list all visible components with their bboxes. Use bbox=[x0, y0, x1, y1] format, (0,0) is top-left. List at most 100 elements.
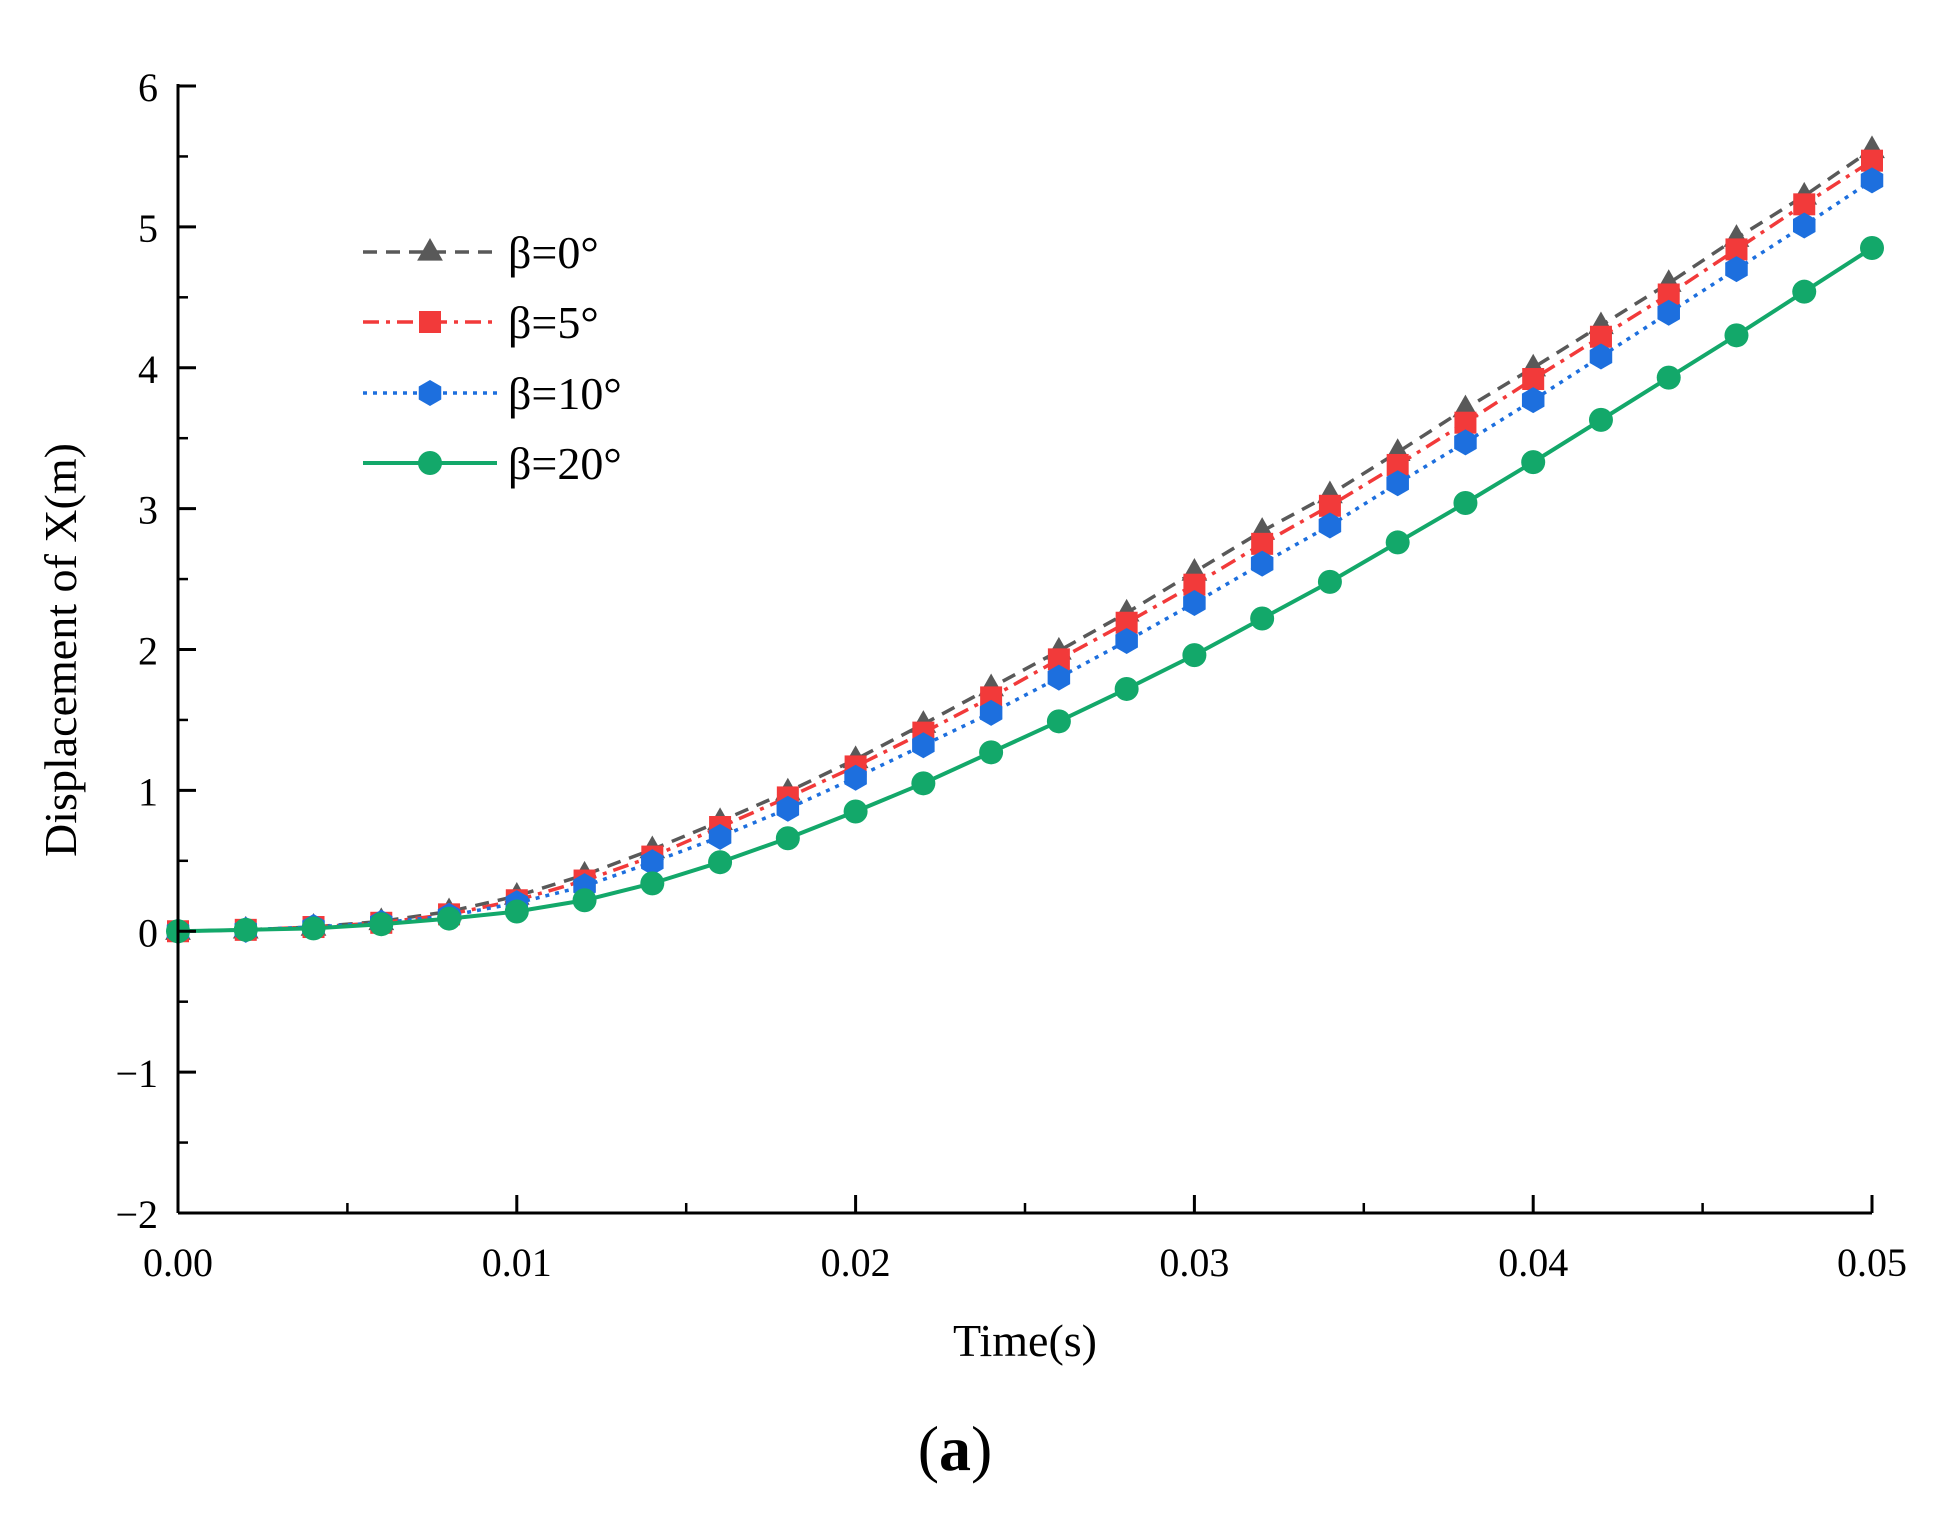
data-point bbox=[1589, 325, 1612, 348]
data-point bbox=[1046, 709, 1071, 734]
data-point bbox=[1250, 550, 1274, 577]
data-point bbox=[1182, 643, 1207, 668]
x-tick-label: 0.00 bbox=[143, 1240, 213, 1285]
series-layer bbox=[165, 135, 1885, 945]
x-tick-label: 0.04 bbox=[1498, 1240, 1568, 1285]
legend-marker bbox=[419, 311, 441, 333]
data-point bbox=[1183, 590, 1206, 617]
panel-label-letter: a bbox=[939, 1413, 971, 1484]
y-tick-label: −1 bbox=[115, 1051, 158, 1096]
series-line bbox=[177, 178, 1873, 933]
data-point bbox=[1386, 470, 1409, 497]
data-point bbox=[572, 888, 597, 913]
data-point bbox=[1251, 532, 1274, 555]
data-point bbox=[1793, 193, 1816, 216]
x-tick-label: 0.05 bbox=[1837, 1240, 1907, 1285]
legend-label: β=5° bbox=[508, 297, 599, 348]
legend-item-4: β=20° bbox=[363, 438, 622, 489]
data-point bbox=[1522, 368, 1545, 391]
legend-marker bbox=[417, 238, 443, 261]
series-3 bbox=[166, 167, 1884, 945]
data-point bbox=[1250, 606, 1275, 631]
data-point bbox=[1588, 407, 1613, 432]
data-point bbox=[1115, 611, 1138, 634]
data-point bbox=[1521, 450, 1546, 475]
data-point bbox=[1115, 628, 1138, 655]
data-point bbox=[437, 906, 462, 931]
data-point bbox=[1386, 453, 1409, 476]
data-point bbox=[1725, 256, 1748, 283]
data-point bbox=[843, 799, 868, 824]
data-point bbox=[1318, 512, 1342, 539]
x-tick-label: 0.01 bbox=[482, 1240, 552, 1285]
data-point bbox=[1724, 323, 1749, 348]
legend-item-3: β=10° bbox=[363, 368, 622, 419]
data-point bbox=[844, 764, 867, 791]
data-point bbox=[1318, 494, 1341, 517]
data-point bbox=[1452, 394, 1479, 418]
x-tick-label: 0.03 bbox=[1159, 1240, 1229, 1285]
legend-label: β=0° bbox=[508, 227, 599, 278]
data-point bbox=[1657, 299, 1680, 326]
data-point bbox=[1183, 573, 1206, 596]
data-point bbox=[1317, 569, 1342, 594]
data-point bbox=[641, 849, 664, 876]
legend-label: β=10° bbox=[508, 368, 622, 419]
y-tick-label: 0 bbox=[138, 910, 158, 955]
series-2 bbox=[167, 149, 1883, 943]
data-point bbox=[980, 686, 1003, 709]
data-point bbox=[1860, 167, 1884, 194]
legend-marker bbox=[418, 451, 442, 475]
series-line bbox=[177, 246, 1874, 934]
y-tick-label: −2 bbox=[115, 1192, 158, 1237]
legend-marker bbox=[418, 380, 442, 406]
data-point bbox=[504, 899, 529, 924]
data-point bbox=[979, 740, 1004, 765]
y-tick-label: 4 bbox=[138, 347, 158, 392]
data-point bbox=[1861, 149, 1883, 172]
y-tick-label: 1 bbox=[138, 769, 158, 814]
data-point bbox=[640, 871, 665, 896]
data-point bbox=[369, 912, 394, 937]
x-axis-label: Time(s) bbox=[953, 1315, 1097, 1366]
legend-label: β=20° bbox=[508, 438, 622, 489]
series-4 bbox=[166, 236, 1884, 944]
data-point bbox=[1047, 664, 1071, 691]
data-point bbox=[1454, 429, 1477, 456]
legend: β=0° β=5° β=10° β=20° bbox=[363, 227, 622, 489]
data-point bbox=[1385, 530, 1410, 555]
data-point bbox=[776, 795, 800, 822]
data-point bbox=[1454, 411, 1477, 434]
series-line bbox=[177, 159, 1873, 933]
data-point bbox=[1453, 490, 1478, 515]
data-point bbox=[979, 699, 1003, 726]
data-point bbox=[1047, 648, 1070, 671]
x-tick-label: 0.02 bbox=[821, 1240, 891, 1285]
legend-item-1: β=0° bbox=[363, 227, 599, 278]
data-point bbox=[301, 916, 326, 941]
data-point bbox=[911, 771, 936, 796]
data-point bbox=[1860, 236, 1884, 261]
data-point bbox=[1792, 212, 1816, 239]
data-point bbox=[1657, 283, 1680, 306]
y-axis-label: Displacement of X(m) bbox=[35, 443, 86, 857]
data-point bbox=[708, 850, 733, 875]
panel-label: (a) bbox=[918, 1413, 993, 1484]
series-line bbox=[177, 147, 1873, 933]
data-point bbox=[233, 917, 258, 942]
data-point bbox=[1589, 343, 1613, 370]
y-tick-label: 5 bbox=[138, 206, 158, 251]
data-point bbox=[1792, 279, 1817, 304]
data-point bbox=[1521, 387, 1545, 414]
data-point bbox=[1114, 676, 1139, 701]
data-point bbox=[1656, 365, 1681, 390]
legend-item-2: β=5° bbox=[363, 297, 599, 348]
y-tick-label: 2 bbox=[138, 629, 158, 674]
data-point bbox=[775, 826, 800, 851]
data-point bbox=[1725, 238, 1748, 261]
y-tick-label: 3 bbox=[138, 488, 158, 533]
data-point bbox=[708, 823, 732, 850]
y-tick-label: 6 bbox=[138, 65, 158, 110]
data-point bbox=[912, 732, 935, 759]
